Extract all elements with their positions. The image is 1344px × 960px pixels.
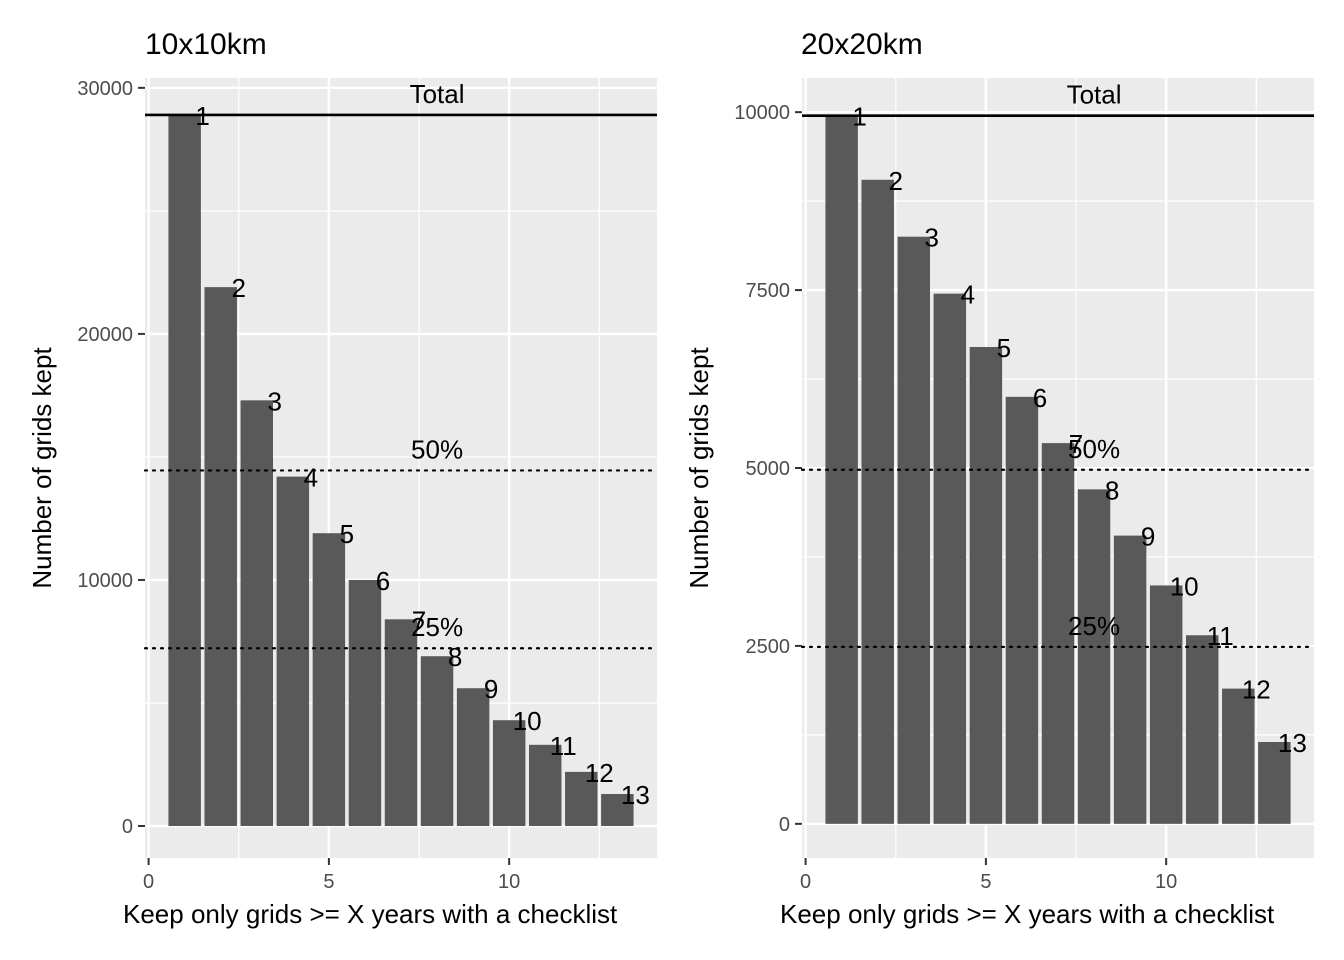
bar bbox=[456, 688, 490, 827]
bar-label: 9 bbox=[484, 674, 498, 704]
bar-label: 7 bbox=[412, 605, 426, 635]
bar bbox=[348, 579, 382, 827]
bar-label: 9 bbox=[1141, 522, 1155, 552]
bar bbox=[384, 619, 418, 827]
chart-title: 10x10km bbox=[145, 28, 267, 61]
bar bbox=[861, 179, 894, 824]
bar-label: 4 bbox=[304, 463, 318, 493]
y-tick-label: 0 bbox=[779, 814, 790, 836]
bar bbox=[1222, 688, 1255, 824]
reference-line-label: 50% bbox=[1068, 434, 1120, 464]
reference-line-label: Total bbox=[1067, 80, 1122, 110]
x-axis-label: Keep only grids >= X years with a checkl… bbox=[780, 899, 1275, 929]
bar-label: 6 bbox=[376, 566, 390, 596]
bar bbox=[204, 287, 237, 827]
y-axis-label: Number of grids kept bbox=[27, 347, 57, 589]
bar bbox=[897, 236, 930, 824]
bar bbox=[601, 794, 634, 827]
reference-line-label: 25% bbox=[411, 612, 463, 642]
y-axis-label: Number of grids kept bbox=[684, 347, 714, 589]
bar-label: 13 bbox=[1278, 728, 1307, 758]
bar bbox=[933, 293, 967, 824]
bar-label: 5 bbox=[997, 333, 1011, 363]
y-tick-label: 2500 bbox=[746, 636, 791, 658]
bar-label: 8 bbox=[1105, 475, 1119, 505]
x-axis-label: Keep only grids >= X years with a checkl… bbox=[123, 899, 618, 929]
bar bbox=[240, 400, 273, 827]
x-tick-label: 0 bbox=[800, 871, 811, 893]
y-tick-label: 10000 bbox=[734, 102, 790, 124]
bar-label: 3 bbox=[925, 223, 939, 253]
reference-line-label: 50% bbox=[411, 434, 463, 464]
bar bbox=[420, 656, 454, 827]
bar bbox=[276, 476, 310, 827]
bar bbox=[565, 771, 598, 827]
chart-panel-10km: 10x10km Number of grids kept Keep only g… bbox=[27, 28, 659, 929]
reference-line-label: 25% bbox=[1068, 611, 1120, 641]
y-tick-label: 7500 bbox=[746, 280, 791, 302]
x-tick-label: 0 bbox=[143, 871, 154, 893]
bar-label: 10 bbox=[1170, 571, 1199, 601]
bar-label: 10 bbox=[513, 706, 542, 736]
bar-label: 7 bbox=[1069, 429, 1083, 459]
chart-panel-20km: 20x20km Number of grids kept Keep only g… bbox=[684, 28, 1316, 929]
bar bbox=[1005, 396, 1039, 824]
bar-label: 12 bbox=[1242, 675, 1271, 705]
bar bbox=[312, 533, 346, 827]
bar-label: 2 bbox=[888, 166, 902, 196]
bar bbox=[969, 347, 1003, 824]
y-tick-label: 30000 bbox=[77, 78, 133, 100]
bar-label: 11 bbox=[550, 731, 577, 761]
bar bbox=[1186, 635, 1219, 824]
bar bbox=[529, 744, 562, 827]
bar-label: 12 bbox=[585, 758, 614, 788]
y-tick-label: 20000 bbox=[77, 324, 133, 346]
bar-label: 3 bbox=[268, 386, 282, 416]
bar bbox=[1258, 741, 1291, 824]
x-tick-label: 5 bbox=[980, 871, 991, 893]
reference-line-label: Total bbox=[410, 79, 465, 109]
x-tick-label: 10 bbox=[498, 871, 520, 893]
bar-label: 6 bbox=[1033, 383, 1047, 413]
bar-label: 2 bbox=[231, 273, 245, 303]
x-tick-label: 10 bbox=[1155, 871, 1177, 893]
bar bbox=[492, 720, 526, 827]
y-tick-label: 0 bbox=[122, 816, 133, 838]
bar-label: 5 bbox=[340, 519, 354, 549]
bar-label: 8 bbox=[448, 642, 462, 672]
bar bbox=[1149, 585, 1183, 824]
x-tick-label: 5 bbox=[323, 871, 334, 893]
bar bbox=[1113, 535, 1147, 824]
bar-label: 4 bbox=[961, 280, 975, 310]
bar bbox=[1077, 489, 1111, 824]
y-tick-label: 10000 bbox=[77, 570, 133, 592]
bar bbox=[1041, 443, 1075, 824]
bar-label: 13 bbox=[621, 780, 650, 810]
y-tick-label: 5000 bbox=[746, 458, 791, 480]
chart-title: 20x20km bbox=[801, 28, 923, 61]
